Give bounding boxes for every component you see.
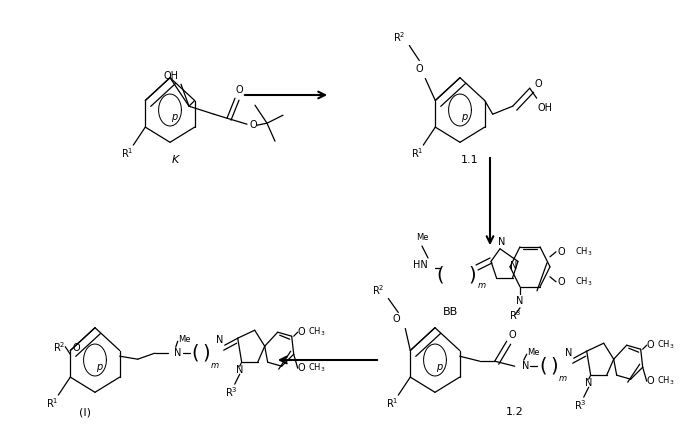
Text: R$^1$: R$^1$	[411, 146, 424, 160]
Text: N: N	[236, 365, 244, 375]
Text: R$^2$: R$^2$	[372, 283, 384, 297]
Text: R$^3$: R$^3$	[225, 385, 238, 399]
Text: CH$_3$: CH$_3$	[308, 362, 326, 374]
Text: O: O	[298, 363, 305, 373]
Text: N: N	[517, 296, 524, 306]
Text: N: N	[498, 237, 505, 247]
Text: (: (	[436, 265, 444, 285]
Text: m: m	[559, 374, 567, 383]
Text: (I): (I)	[79, 407, 91, 417]
Text: R$^2$: R$^2$	[53, 340, 65, 353]
Text: O: O	[535, 79, 542, 89]
Text: ): )	[551, 357, 559, 376]
Text: OH: OH	[164, 71, 179, 81]
Text: N: N	[565, 348, 573, 358]
Text: N: N	[216, 335, 223, 345]
Text: m: m	[478, 282, 486, 290]
Text: R$^1$: R$^1$	[386, 396, 398, 410]
Text: CH$_3$: CH$_3$	[657, 375, 674, 388]
Text: R$^2$: R$^2$	[393, 31, 405, 44]
Text: ): )	[468, 265, 476, 285]
Text: p: p	[97, 362, 103, 372]
Text: O: O	[416, 64, 423, 74]
Text: O: O	[509, 330, 517, 340]
Text: 1.2: 1.2	[506, 407, 524, 417]
Text: O: O	[235, 85, 243, 95]
Text: R$^1$: R$^1$	[121, 146, 134, 160]
Text: O: O	[558, 277, 566, 287]
Text: N: N	[510, 261, 518, 271]
Text: O: O	[647, 340, 655, 350]
Text: K: K	[172, 155, 178, 165]
Text: R$^1$: R$^1$	[46, 396, 59, 410]
Text: (: (	[191, 344, 199, 363]
Text: ): )	[203, 344, 211, 363]
Text: O: O	[647, 376, 655, 386]
Text: O: O	[393, 314, 400, 324]
Text: CH$_3$: CH$_3$	[575, 276, 592, 288]
Text: CH$_3$: CH$_3$	[575, 246, 592, 258]
Text: m: m	[211, 361, 219, 370]
Text: CH$_3$: CH$_3$	[657, 339, 674, 351]
Text: Me: Me	[416, 233, 428, 243]
Text: CH$_3$: CH$_3$	[308, 326, 326, 339]
Text: Me: Me	[526, 348, 539, 357]
Text: R$^3$: R$^3$	[575, 398, 587, 412]
Text: HN: HN	[413, 260, 428, 270]
Text: 1.1: 1.1	[461, 155, 479, 165]
Text: OH: OH	[538, 103, 553, 113]
Text: N: N	[174, 348, 181, 358]
Text: O: O	[558, 247, 566, 257]
Text: O: O	[249, 120, 257, 130]
Text: p: p	[436, 362, 442, 372]
Text: (: (	[539, 357, 547, 376]
Text: Me: Me	[178, 335, 190, 344]
Text: O: O	[298, 327, 305, 337]
Text: O: O	[72, 343, 80, 353]
Text: N: N	[585, 378, 592, 388]
Text: R$^3$: R$^3$	[509, 308, 522, 321]
Text: BB: BB	[442, 307, 458, 317]
Text: p: p	[172, 112, 178, 122]
Text: N: N	[522, 361, 529, 371]
Text: p: p	[461, 112, 468, 122]
